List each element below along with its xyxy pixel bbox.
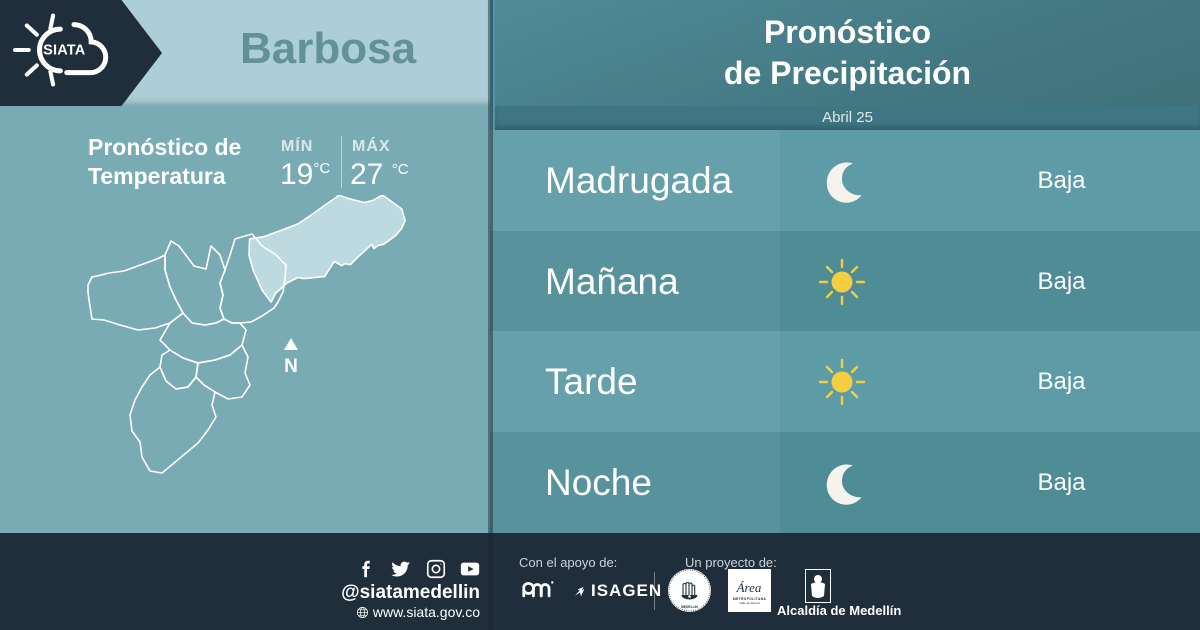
svg-text:Valle de Aburrá: Valle de Aburrá — [739, 601, 760, 605]
svg-text:Área: Área — [736, 580, 762, 595]
svg-text:MEDELLIN: MEDELLIN — [681, 605, 698, 609]
svg-text:SIATA: SIATA — [43, 43, 86, 59]
svg-text:N: N — [284, 356, 298, 377]
